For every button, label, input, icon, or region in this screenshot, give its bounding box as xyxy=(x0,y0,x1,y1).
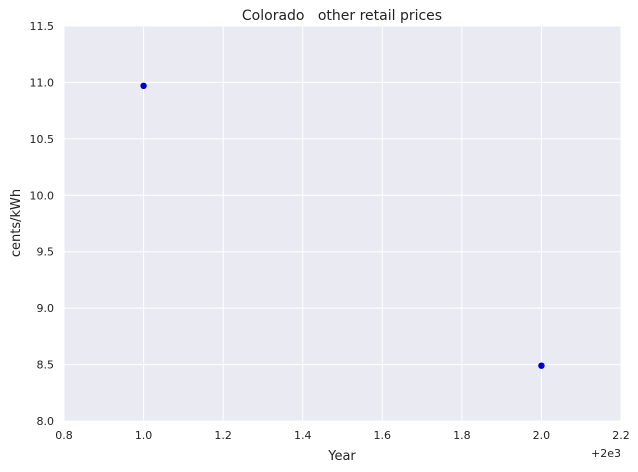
x-axis-label: Year xyxy=(327,449,356,464)
data-point xyxy=(538,362,545,369)
x-tick-label: 1.6 xyxy=(374,429,392,442)
y-axis: 8.0 8.5 9.0 9.5 10.0 10.5 11.0 11.5 xyxy=(30,20,55,428)
x-axis: 0.8 1.0 1.2 1.4 1.6 1.8 2.0 2.2 xyxy=(55,429,630,442)
x-tick-label: 2.0 xyxy=(533,429,551,442)
y-tick-label: 10.0 xyxy=(30,189,55,202)
y-axis-label: cents/kWh xyxy=(9,189,24,257)
y-tick-label: 11.0 xyxy=(30,76,55,89)
y-tick-label: 11.5 xyxy=(30,20,55,33)
x-offset-label: +2e3 xyxy=(591,447,621,460)
y-tick-label: 9.5 xyxy=(37,246,55,259)
y-tick-label: 8.0 xyxy=(37,415,55,428)
x-tick-label: 1.2 xyxy=(214,429,232,442)
x-tick-label: 1.4 xyxy=(294,429,312,442)
grid xyxy=(63,25,622,422)
x-tick-label: 0.8 xyxy=(55,429,73,442)
y-tick-label: 10.5 xyxy=(30,133,55,146)
plot-area xyxy=(64,26,621,421)
x-tick-label: 1.8 xyxy=(453,429,471,442)
chart-title: Colorado other retail prices xyxy=(242,8,442,24)
data-points xyxy=(140,82,545,369)
data-point xyxy=(140,82,147,90)
y-tick-label: 9.0 xyxy=(37,302,55,315)
y-tick-label: 8.5 xyxy=(37,359,55,372)
x-tick-label: 1.0 xyxy=(135,429,153,442)
x-tick-label: 2.2 xyxy=(612,429,630,442)
